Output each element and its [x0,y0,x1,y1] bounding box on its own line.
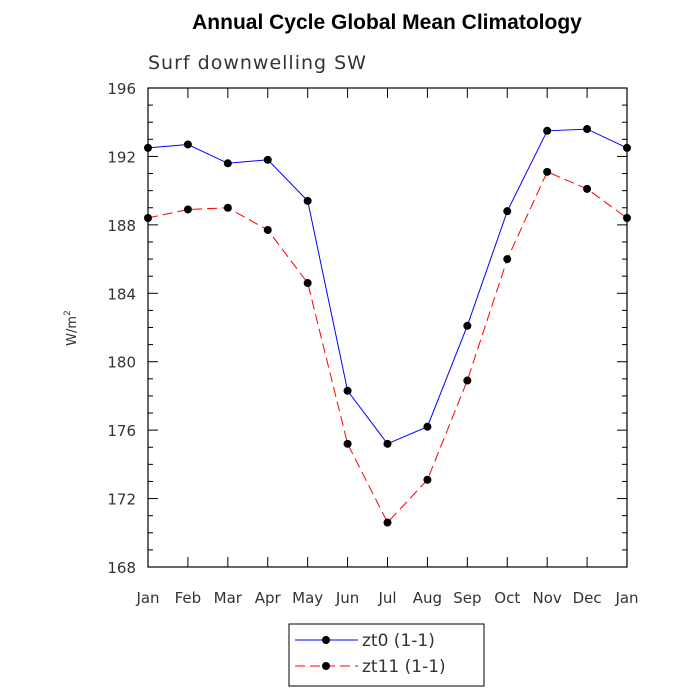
x-tick-label: Jun [335,589,359,607]
legend: zt0 (1-1) zt11 (1-1) [288,623,485,687]
series-0-point [383,439,392,448]
series-1-point [583,184,592,193]
series-0-point [144,143,152,152]
y-tick-label: 196 [107,80,136,98]
axis-tick-labels: Jan Feb Mar Apr May Jun Jul Aug Sep Oct Nov Dec Jan 1… [107,80,638,607]
y-tick-label: 176 [107,422,136,440]
series-line-0 [147,128,628,445]
series-1-point [463,376,472,385]
legend-marker-1 [322,662,330,670]
x-tick-label: May [292,589,323,607]
series-0-point [503,207,512,216]
series-1-point [303,279,312,288]
series-1-point [423,475,432,484]
legend-label-1: zt11 (1-1) [362,657,446,677]
y-axis-label: W/m [65,316,80,346]
chart-subtitle: Surf downwelling SW [148,52,367,74]
x-tick-label: Apr [255,589,282,607]
y-tick-label: 180 [107,354,136,372]
y-axis-title: W/m2 [63,310,80,346]
legend-marker-0 [322,636,330,644]
x-tick-label: Aug [413,589,442,607]
series-1-point [263,225,272,234]
x-tick-label: Mar [214,589,243,607]
series-1-point [503,255,512,264]
series-0-point [223,159,232,168]
series-1-point [623,214,631,223]
x-tick-label: Jul [377,589,396,607]
series-1-point [223,203,232,212]
x-tick-label: Sep [453,589,481,607]
x-tick-label: Jan [135,589,159,607]
svg-text:W/m2: W/m2 [63,310,80,346]
series-1-point [543,167,552,176]
y-tick-label: 172 [107,491,136,509]
series-0-point [623,143,631,152]
series-points [144,125,631,527]
series-0-point [423,422,432,431]
y-tick-label: 168 [107,559,136,577]
y-tick-label: 188 [107,217,136,235]
series-1-point [183,205,192,214]
series-0-point [183,140,192,149]
series-1-point [383,518,392,527]
axis-ticks [147,87,628,568]
series-1-point [144,214,152,223]
x-tick-label: Oct [494,589,520,607]
y-tick-label: 192 [107,148,136,166]
series-1-point [343,439,352,448]
y-tick-label: 184 [107,285,136,303]
series-0-point [343,386,352,395]
x-tick-label: Nov [533,589,562,607]
series-0-point [543,126,552,135]
series-0-point [303,196,312,205]
x-tick-label: Dec [573,589,602,607]
series-0-point [463,321,472,330]
series-lines [147,128,628,524]
series-line-1 [147,171,628,524]
legend-label-0: zt0 (1-1) [362,631,435,651]
series-0-point [263,155,272,164]
legend-box [288,623,485,687]
chart-title: Annual Cycle Global Mean Climatology [192,11,582,34]
x-tick-label: Jan [614,589,638,607]
y-axis-label-superscript: 2 [63,310,73,316]
x-tick-label: Feb [175,589,202,607]
series-0-point [583,125,592,134]
